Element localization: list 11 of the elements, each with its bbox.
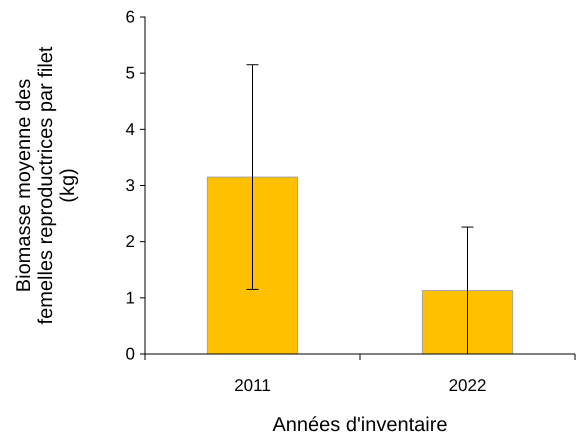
y-tick-label: 6 bbox=[126, 7, 135, 26]
x-axis-title: Années d'inventaire bbox=[272, 414, 448, 436]
y-tick-label: 0 bbox=[126, 344, 135, 364]
y-axis-title: Biomasse moyenne des femelles reproductrices par filet (kg) bbox=[13, 46, 79, 324]
y-tick-label: 1 bbox=[126, 288, 135, 308]
y-tick-label: 4 bbox=[126, 120, 135, 139]
y-tick-label: 2 bbox=[126, 232, 135, 252]
y-tick-label: 3 bbox=[126, 176, 135, 195]
y-tick-label: 5 bbox=[126, 64, 135, 83]
x-tick-label: 2022 bbox=[448, 376, 486, 395]
x-tick-label: 2011 bbox=[234, 376, 271, 395]
